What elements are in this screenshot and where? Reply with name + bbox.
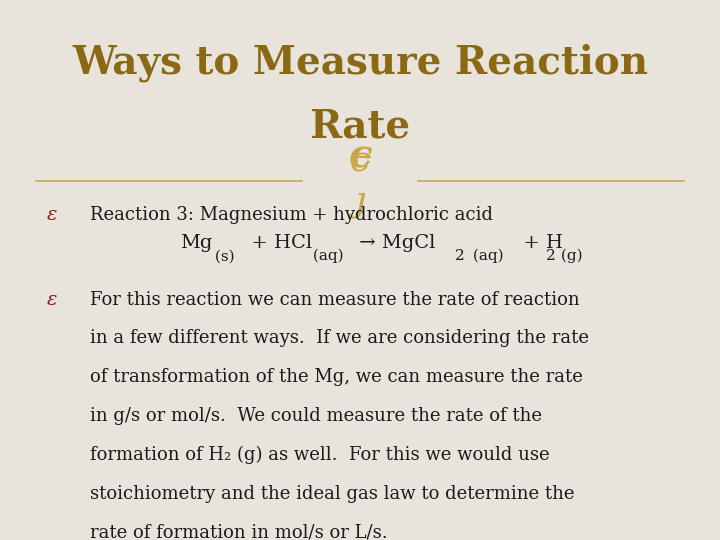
Text: 2: 2 xyxy=(455,249,465,264)
Text: Rate: Rate xyxy=(310,108,410,146)
Text: c: c xyxy=(350,144,370,178)
Text: c̵: c̵ xyxy=(348,138,372,176)
Text: + HCl: + HCl xyxy=(245,234,312,252)
Text: 2: 2 xyxy=(546,249,556,264)
Text: ε: ε xyxy=(47,206,58,224)
Text: ȷ: ȷ xyxy=(354,184,366,218)
Text: in a few different ways.  If we are considering the rate: in a few different ways. If we are consi… xyxy=(90,329,589,347)
Text: formation of H₂ (g) as well.  For this we would use: formation of H₂ (g) as well. For this we… xyxy=(90,446,549,464)
Text: Reaction 3: Magnesium + hydrochloric acid: Reaction 3: Magnesium + hydrochloric aci… xyxy=(90,206,493,224)
Text: (aq): (aq) xyxy=(468,249,503,264)
Text: in g/s or mol/s.  We could measure the rate of the: in g/s or mol/s. We could measure the ra… xyxy=(90,407,542,425)
Text: → MgCl: → MgCl xyxy=(353,234,435,252)
Text: of transformation of the Mg, we can measure the rate: of transformation of the Mg, we can meas… xyxy=(90,368,583,386)
Text: For this reaction we can measure the rate of reaction: For this reaction we can measure the rat… xyxy=(90,291,580,308)
Text: Ways to Measure Reaction: Ways to Measure Reaction xyxy=(72,43,648,82)
Text: + H: + H xyxy=(517,234,563,252)
Text: Mg: Mg xyxy=(180,234,212,252)
Text: rate of formation in mol/s or L/s.: rate of formation in mol/s or L/s. xyxy=(90,524,387,540)
Text: (g): (g) xyxy=(556,249,582,264)
Text: stoichiometry and the ideal gas law to determine the: stoichiometry and the ideal gas law to d… xyxy=(90,485,575,503)
Text: (s): (s) xyxy=(210,249,235,264)
Text: ε: ε xyxy=(47,291,58,308)
Text: (aq): (aq) xyxy=(308,249,343,264)
